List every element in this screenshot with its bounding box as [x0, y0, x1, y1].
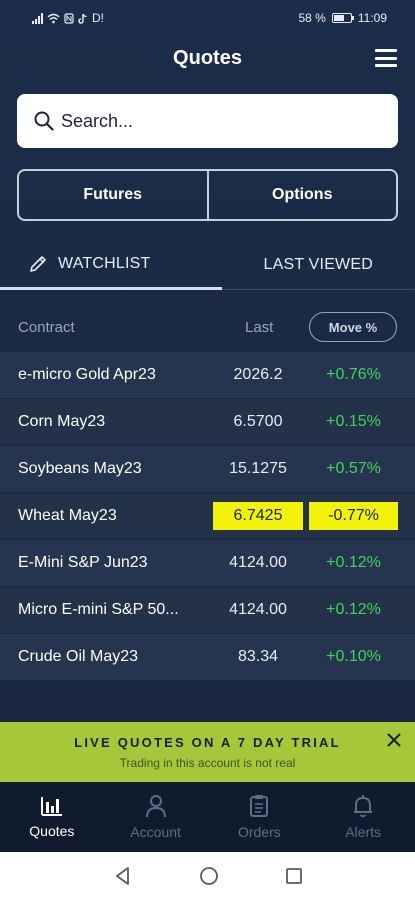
nav-account[interactable]: Account	[104, 782, 208, 852]
nav-alerts-label: Alerts	[345, 824, 382, 840]
search-input[interactable]: Search...	[17, 94, 398, 148]
last-price: 83.34	[237, 648, 279, 665]
options-button[interactable]: Options	[206, 171, 397, 219]
contract-name: Wheat May23	[18, 507, 117, 524]
quote-row[interactable]: Corn May23 6.5700 +0.15%	[0, 399, 415, 446]
trial-banner: LIVE QUOTES ON A 7 DAY TRIAL Trading in …	[0, 722, 415, 782]
wifi-icon	[47, 13, 60, 23]
column-last: Last	[245, 318, 274, 336]
contract-name: E-Mini S&P Jun23	[18, 554, 148, 571]
nav-orders-label: Orders	[237, 824, 281, 840]
tab-watchlist[interactable]: WATCHLIST	[0, 240, 222, 290]
quotes-table: e-micro Gold Apr23 2026.2 +0.76% Corn Ma…	[0, 352, 415, 681]
page-title: Quotes	[173, 46, 242, 69]
contract-name: Soybeans May23	[18, 460, 142, 477]
tab-last-viewed-label: LAST VIEWED	[263, 255, 373, 273]
quote-row[interactable]: E-Mini S&P Jun23 4124.00 +0.12%	[0, 540, 415, 587]
move-percent-toggle-button[interactable]: Move %	[309, 312, 397, 342]
status-icons-right: 58 % 11:09	[299, 11, 388, 25]
home-icon[interactable]	[199, 866, 219, 886]
nav-account-label: Account	[130, 824, 181, 840]
last-price: 6.5700	[233, 413, 283, 430]
nav-quotes[interactable]: Quotes	[0, 782, 104, 852]
last-price: 4124.00	[229, 554, 287, 571]
tab-watchlist-label: WATCHLIST	[58, 254, 151, 272]
nav-orders[interactable]: Orders	[208, 782, 312, 852]
nfc-icon	[64, 12, 74, 24]
trial-banner-subtitle: Trading in this account is not real	[119, 755, 296, 770]
contract-name: Micro E-mini S&P 50...	[18, 601, 179, 618]
person-icon	[145, 795, 166, 818]
tab-last-viewed[interactable]: LAST VIEWED	[221, 240, 415, 290]
nav-alerts[interactable]: Alerts	[311, 782, 415, 852]
quote-row[interactable]: Micro E-mini S&P 50... 4124.00 +0.12%	[0, 587, 415, 634]
move-percent: +0.15%	[326, 413, 381, 430]
nav-quotes-label: Quotes	[29, 823, 75, 839]
move-percent: +0.12%	[326, 554, 381, 571]
move-percent: +0.10%	[326, 648, 381, 665]
signal-icon	[32, 12, 43, 24]
last-price: 15.1275	[229, 460, 287, 477]
last-price: 4124.00	[229, 601, 287, 618]
close-icon[interactable]	[385, 731, 403, 749]
last-price: 2026.2	[233, 366, 283, 383]
futures-button[interactable]: Futures	[83, 186, 143, 203]
status-icons-left: D!	[32, 11, 104, 25]
quote-row[interactable]: Crude Oil May23 83.34 +0.10%	[0, 634, 415, 681]
quote-row[interactable]: e-micro Gold Apr23 2026.2 +0.76%	[0, 352, 415, 399]
contract-name: Corn May23	[18, 413, 106, 430]
app-header: Quotes	[0, 38, 415, 78]
contract-name: Crude Oil May23	[18, 648, 139, 665]
move-percent: -0.77%	[309, 502, 398, 530]
hamburger-menu-icon[interactable]	[375, 49, 397, 67]
move-percent: +0.76%	[326, 366, 381, 383]
battery-icon	[331, 13, 354, 23]
search-placeholder: Search...	[61, 110, 134, 131]
bottom-navigation: Quotes Account Orders	[0, 782, 415, 852]
bell-icon	[354, 795, 373, 818]
system-navigation-bar	[0, 852, 415, 900]
search-icon	[34, 111, 54, 131]
battery-percent: 58 %	[298, 11, 326, 25]
recents-icon[interactable]	[285, 867, 303, 885]
move-percent: +0.57%	[326, 460, 381, 477]
contract-name: e-micro Gold Apr23	[18, 366, 156, 383]
status-left-text: D!	[92, 11, 104, 25]
quote-row[interactable]: Wheat May23 6.7425 -0.77%	[0, 493, 415, 540]
back-icon[interactable]	[113, 866, 133, 886]
trial-banner-title: LIVE QUOTES ON A 7 DAY TRIAL	[74, 734, 341, 750]
bar-chart-icon	[40, 797, 62, 816]
status-time: 11:09	[357, 11, 387, 25]
quote-row[interactable]: Soybeans May23 15.1275 +0.57%	[0, 446, 415, 493]
move-percent: +0.12%	[326, 601, 381, 618]
quotes-table-header: Contract Last Move %	[0, 306, 415, 348]
market-type-toggle: Futures Options	[17, 169, 398, 221]
tiktok-icon	[78, 13, 87, 24]
column-contract: Contract	[18, 318, 75, 336]
last-price: 6.7425	[213, 502, 303, 530]
status-bar: D! 58 % 11:09	[0, 0, 415, 36]
clipboard-icon	[250, 795, 269, 817]
watchlist-tabs: WATCHLIST LAST VIEWED	[0, 240, 415, 290]
pencil-icon	[30, 255, 46, 272]
